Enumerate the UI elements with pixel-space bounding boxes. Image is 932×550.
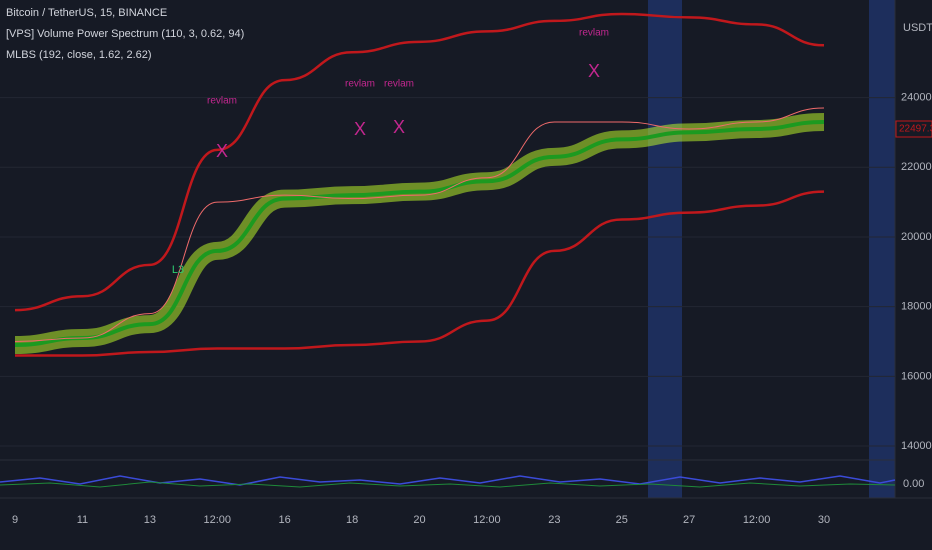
x-tick-label: 27	[683, 514, 695, 526]
x-tick-label: 12:00	[473, 514, 501, 526]
y-tick-label: 16000.00	[901, 370, 932, 382]
session-highlight	[869, 0, 895, 498]
last-price-box	[895, 120, 932, 138]
y-tick-label: 18000.00	[901, 301, 932, 313]
x-tick-label: 11	[77, 514, 88, 526]
y-tick-label: 20000.00	[901, 231, 932, 243]
x-tick-label: 23	[548, 514, 560, 526]
series-line	[14, 12, 825, 312]
x-tick-label: 30	[818, 514, 830, 526]
x-tick-label: 12:00	[743, 514, 771, 526]
last-price-label: 22497.34	[899, 124, 932, 135]
currency-label: USDT	[903, 22, 932, 34]
signal-marker: X	[216, 141, 228, 161]
x-tick-label: 20	[413, 514, 425, 526]
chart-title: Bitcoin / TetherUS, 15, BINANCE	[6, 7, 167, 19]
signal-marker: X	[393, 117, 405, 137]
series-line	[14, 119, 825, 347]
lower-pane-tick: 0.00	[903, 478, 924, 490]
indicator-legend: [VPS] Volume Power Spectrum (110, 3, 0.6…	[6, 28, 244, 40]
x-tick-label: 9	[12, 514, 18, 526]
x-tick-label: 12:00	[203, 514, 231, 526]
x-tick-label: 13	[144, 514, 156, 526]
x-tick-label: 16	[279, 514, 291, 526]
x-tick-label: 18	[346, 514, 358, 526]
annotation: revlam	[207, 96, 237, 107]
y-tick-label: 24000.00	[901, 91, 932, 103]
y-tick-label: 14000.00	[901, 440, 932, 452]
annotation: revlam	[345, 79, 375, 90]
series-line	[15, 190, 825, 357]
x-tick-label: 25	[616, 514, 628, 526]
signal-marker: L3	[172, 264, 184, 276]
series-line	[14, 107, 825, 343]
volume-signal	[0, 481, 896, 488]
y-tick-label: 22000.00	[901, 161, 932, 173]
annotation: revlam	[579, 28, 609, 39]
signal-marker: X	[354, 119, 366, 139]
annotation: revlam	[384, 79, 414, 90]
signal-marker: X	[588, 61, 600, 81]
session-highlight	[648, 0, 682, 498]
indicator-legend: MLBS (192, close, 1.62, 2.62)	[6, 49, 152, 61]
